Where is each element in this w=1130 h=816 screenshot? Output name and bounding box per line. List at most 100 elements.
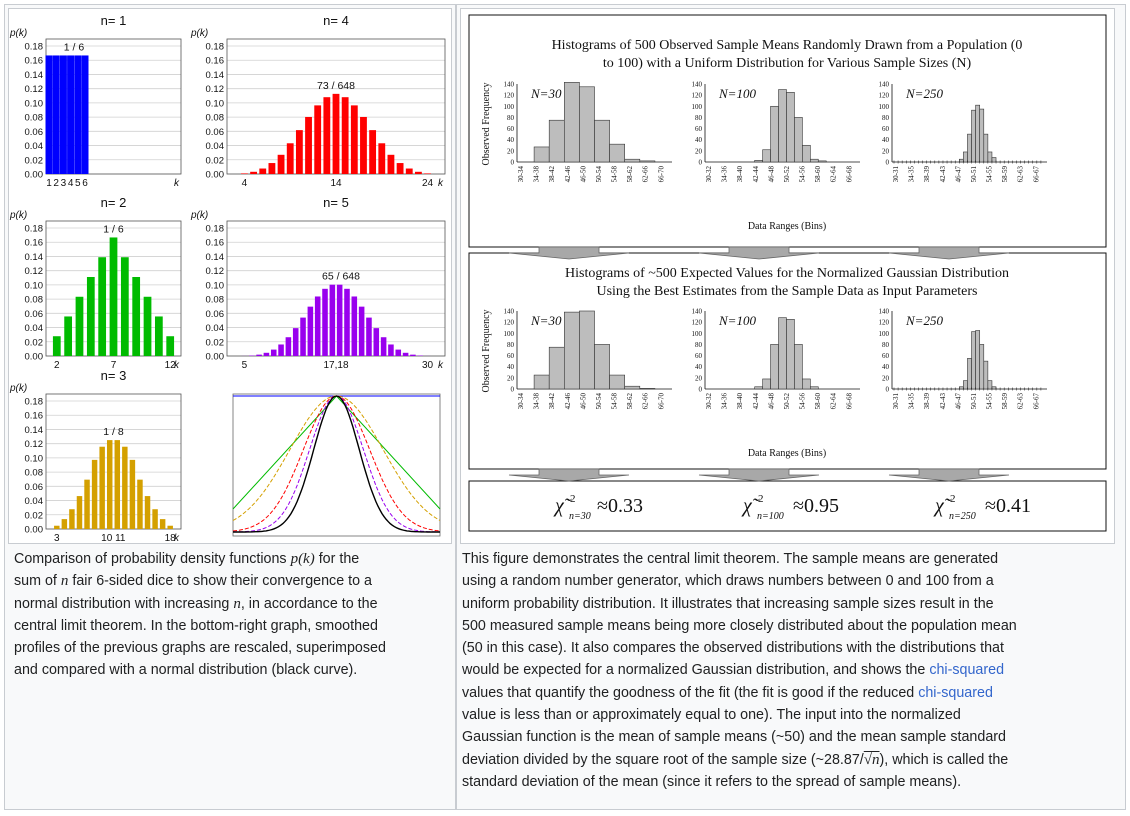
y-tick-label: 0.16 (206, 56, 225, 67)
x-bin-label: 50-51 (970, 166, 978, 183)
bar (129, 459, 136, 529)
x-bin-label: 34-38 (533, 393, 541, 410)
y-tick-label: 0 (511, 159, 515, 167)
y-axis-label: p(k) (190, 28, 208, 39)
bar (300, 317, 306, 356)
x-tick-label: 24 (422, 178, 434, 189)
x-bin-label: 62-64 (830, 166, 838, 183)
bar (286, 143, 294, 174)
bar (81, 55, 89, 174)
clt-histograms: Histograms of 500 Observed Sample Means … (468, 14, 1107, 532)
x-axis-label: k (174, 178, 180, 189)
chi-squared-value-2: χ̃ 2n=100 ≈0.95 (741, 493, 839, 522)
bar (59, 55, 67, 174)
bar (378, 143, 386, 174)
histogram-bar (802, 378, 811, 390)
x-bin-label: 62-63 (1017, 166, 1025, 183)
histogram-bar (624, 158, 641, 163)
y-tick-label: 0.18 (206, 42, 225, 53)
bar (69, 509, 75, 529)
x-bin-label: 62-64 (830, 393, 838, 410)
y-tick-label: 0.12 (25, 266, 44, 277)
y-tick-label: 0.08 (206, 295, 225, 306)
bar (98, 257, 107, 356)
right-figure-image[interactable]: Histograms of 500 Observed Sample Means … (460, 8, 1115, 544)
left-caption: Comparison of probability density functi… (14, 551, 386, 679)
y-tick-label: 20 (695, 374, 703, 382)
y-axis-label: p(k) (9, 210, 27, 221)
y-tick-label: 120 (504, 319, 515, 327)
bar (277, 154, 285, 174)
x-bin-label: 66-68 (845, 166, 853, 183)
x-axis-label: k (174, 360, 180, 371)
y-tick-label: 0.04 (206, 141, 225, 152)
y-tick-label: 0.06 (206, 309, 225, 320)
y-tick-label: 0.08 (25, 295, 44, 306)
bar (305, 116, 312, 174)
y-tick-label: 0.16 (25, 56, 44, 67)
chi-squared-link[interactable]: chi-squared (929, 662, 1005, 679)
histogram-bar (778, 317, 787, 390)
x-tick-label: 30 (422, 360, 434, 371)
y-tick-label: 40 (507, 363, 515, 371)
y-tick-label: 0.12 (206, 84, 225, 95)
y-axis-label: p(k) (190, 210, 208, 221)
dice-chart-n5: n= 5 p(k) 0.18 0.16 0.14 0.12 0.10 0.08 0.06 0.04… (190, 195, 446, 371)
bar (154, 316, 163, 356)
left-figure-image[interactable]: n= 1 p(k) 0.18 0.16 0.14 0.12 0.10 0.08 0.06 0.04… (8, 8, 452, 544)
y-tick-label: 0.04 (25, 496, 44, 507)
y-tick-label: 0.18 (25, 224, 44, 235)
x-bin-label: 46-48 (767, 393, 775, 410)
top-title-line1: Histograms of 500 Observed Sample Means … (552, 38, 1023, 53)
right-caption: This figure demonstrates the central lim… (462, 551, 1017, 790)
x-bin-label: 54-58 (611, 166, 619, 183)
histogram-bar (817, 160, 827, 163)
panel-label: N=250 (905, 86, 943, 101)
y-tick-label: 0.00 (25, 170, 44, 181)
y-axis-label: p(k) (9, 383, 27, 394)
y-tick-label: 20 (882, 374, 890, 382)
bar (396, 163, 404, 174)
y-tick-label: 120 (879, 319, 890, 327)
x-tick-label: 1 (46, 178, 52, 189)
y-tick-label: 100 (692, 330, 703, 338)
y-tick-label: 100 (879, 330, 890, 338)
y-tick-label: 0.02 (206, 337, 225, 348)
bar (351, 296, 358, 356)
x-bin-label: 54-55 (986, 393, 994, 410)
x-tick-label: 14 (330, 178, 342, 189)
y-tick-label: 60 (882, 125, 890, 133)
y-tick-label: 0 (886, 386, 890, 394)
bar (314, 105, 322, 174)
histogram-bar (639, 160, 656, 163)
x-tick-label: 7 (111, 360, 117, 371)
y-tick-label: 0.08 (25, 468, 44, 479)
histogram-bar (754, 160, 763, 163)
x-bin-label: 66-70 (657, 166, 665, 183)
chi-subscript: n=100 (757, 511, 784, 522)
x-bin-label: 30-34 (517, 166, 525, 183)
histogram-bar (979, 108, 985, 163)
histogram-n-100-expected: 140 120 100 80 60 40 20 0 N=100 30-32 34-36 38-40 42… (692, 308, 860, 410)
bar (256, 354, 262, 356)
histogram-n-30-observed: 140 120 100 80 60 40 20 0 N=30 30-34 34-38 38-42 42-… (504, 81, 672, 183)
x-bin-label: 58-62 (626, 166, 634, 183)
x-bin-label: 42-43 (939, 393, 947, 410)
curve-series-5 (233, 395, 440, 533)
histogram-n-100-observed: 140 120 100 80 60 40 20 0 N=100 30-32 34-36 38-40 42… (692, 81, 860, 183)
chart-title: n= 2 (101, 195, 127, 210)
plot-frame (45, 393, 182, 530)
histogram-n-250-observed: 140 120 100 80 60 40 20 0 N=250 30-31 34-35 38-39 42… (879, 81, 1047, 183)
x-bin-label: 38-42 (548, 393, 556, 410)
bar (410, 354, 416, 356)
histogram-bar (975, 330, 981, 390)
chart-title: n= 5 (323, 195, 349, 210)
y-tick-label: 140 (504, 81, 515, 89)
y-tick-label: 0.10 (206, 280, 225, 291)
histogram-bar (987, 380, 993, 390)
y-tick-label: 0.08 (206, 113, 225, 124)
reduced-chi-squared-link[interactable]: chi-squared (918, 684, 993, 701)
y-tick-label: 120 (504, 92, 515, 100)
y-tick-label: 0.00 (25, 352, 44, 363)
y-tick-label: 60 (507, 125, 515, 133)
